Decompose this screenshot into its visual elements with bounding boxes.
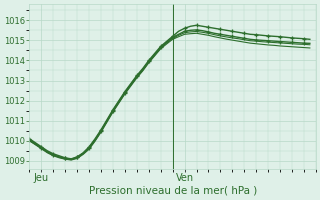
X-axis label: Pression niveau de la mer( hPa ): Pression niveau de la mer( hPa ) — [89, 186, 257, 196]
